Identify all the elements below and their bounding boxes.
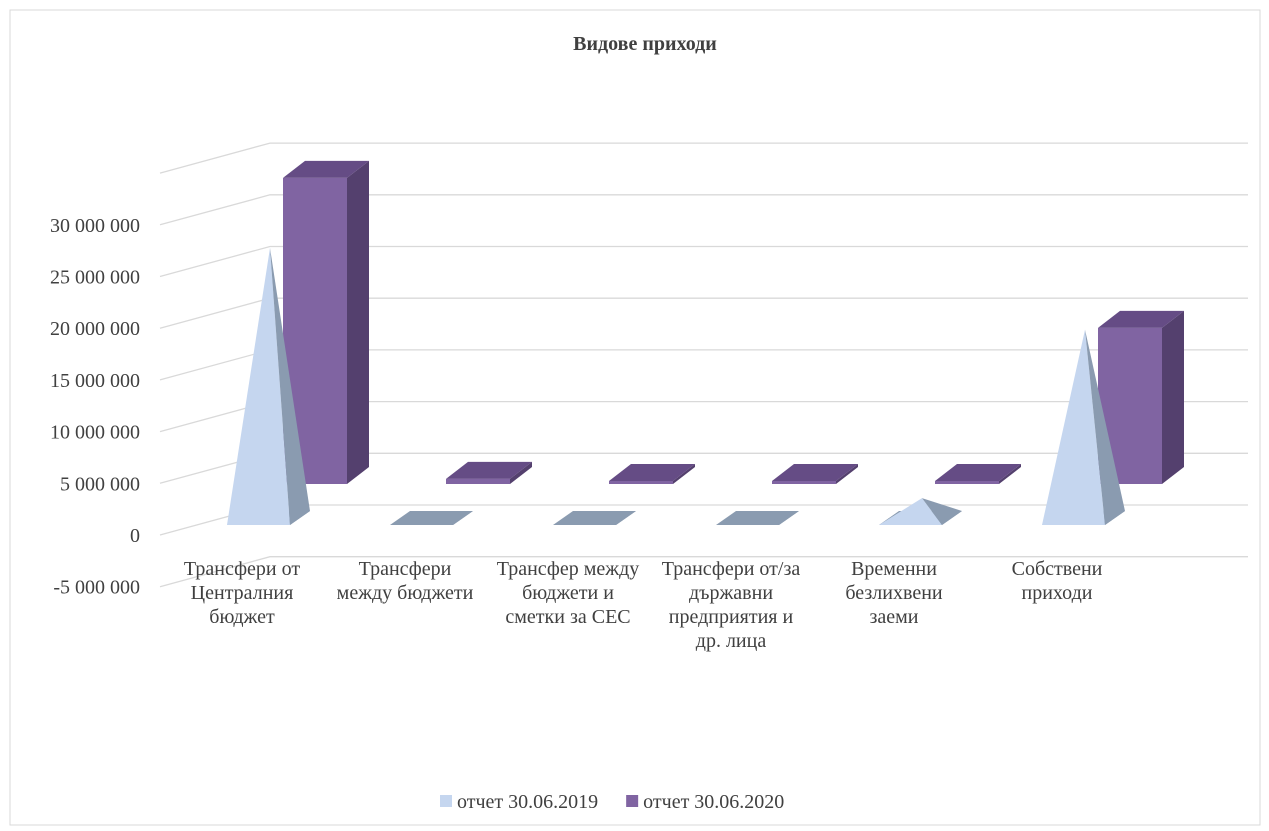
box-top bbox=[772, 464, 858, 481]
chart-title: Видове приходи bbox=[573, 33, 717, 55]
box-side bbox=[999, 464, 1021, 484]
box-side bbox=[673, 464, 695, 484]
y-tick-label: 5 000 000 bbox=[60, 473, 140, 495]
pyramid-side bbox=[922, 498, 962, 525]
y-tick-label: 0 bbox=[130, 525, 140, 547]
bar bbox=[609, 481, 673, 484]
y-tick-label: 10 000 000 bbox=[50, 422, 140, 444]
y-tick-label: 30 000 000 bbox=[50, 215, 140, 237]
box-top bbox=[283, 160, 369, 178]
x-tick-label: Трансфер между бюджети и сметки за СЕС bbox=[496, 558, 640, 628]
box-top bbox=[609, 464, 695, 481]
box-side bbox=[347, 160, 369, 484]
y-tick-label: 25 000 000 bbox=[50, 267, 140, 289]
grid-line bbox=[159, 556, 1248, 588]
x-tick-label: Временни безлихвени заеми bbox=[845, 558, 943, 628]
chart-frame bbox=[9, 9, 1261, 826]
legend-label: отчет 30.06.2019 bbox=[457, 791, 598, 813]
x-tick-label: Трансфери между бюджети bbox=[336, 558, 474, 604]
y-tick-label: -5 000 000 bbox=[53, 577, 140, 599]
box-top bbox=[935, 464, 1021, 481]
pyramid bbox=[879, 498, 942, 525]
bar bbox=[935, 481, 999, 484]
x-tick-label: Трансфери от/за държавни предприятия и д… bbox=[661, 558, 801, 652]
grid-line bbox=[159, 245, 1248, 278]
pyramid-side bbox=[270, 247, 310, 525]
legend-label: отчет 30.06.2020 bbox=[643, 791, 784, 813]
bar bbox=[446, 478, 510, 484]
pyramid-side bbox=[596, 511, 636, 525]
box-side bbox=[1162, 310, 1184, 484]
box-top bbox=[446, 461, 532, 479]
legend-swatch bbox=[626, 795, 639, 807]
box-side bbox=[836, 464, 858, 484]
pyramid bbox=[1042, 329, 1105, 525]
pyramid-side bbox=[759, 511, 799, 525]
y-tick-label: 20 000 000 bbox=[50, 318, 140, 340]
bar bbox=[772, 481, 836, 484]
grid-line bbox=[159, 194, 1248, 226]
x-tick-label: Трансфери от Централния бюджет bbox=[183, 558, 301, 628]
pyramid-side bbox=[433, 511, 473, 525]
wall-edge bbox=[159, 142, 1248, 174]
y-tick-label: 15 000 000 bbox=[50, 370, 140, 392]
box-side bbox=[510, 461, 532, 484]
box-top bbox=[1098, 310, 1184, 328]
x-tick-label: Собствени приходи bbox=[1011, 558, 1103, 604]
pyramid-side bbox=[1085, 329, 1125, 525]
legend-swatch bbox=[440, 795, 452, 807]
pyramid bbox=[227, 247, 290, 525]
